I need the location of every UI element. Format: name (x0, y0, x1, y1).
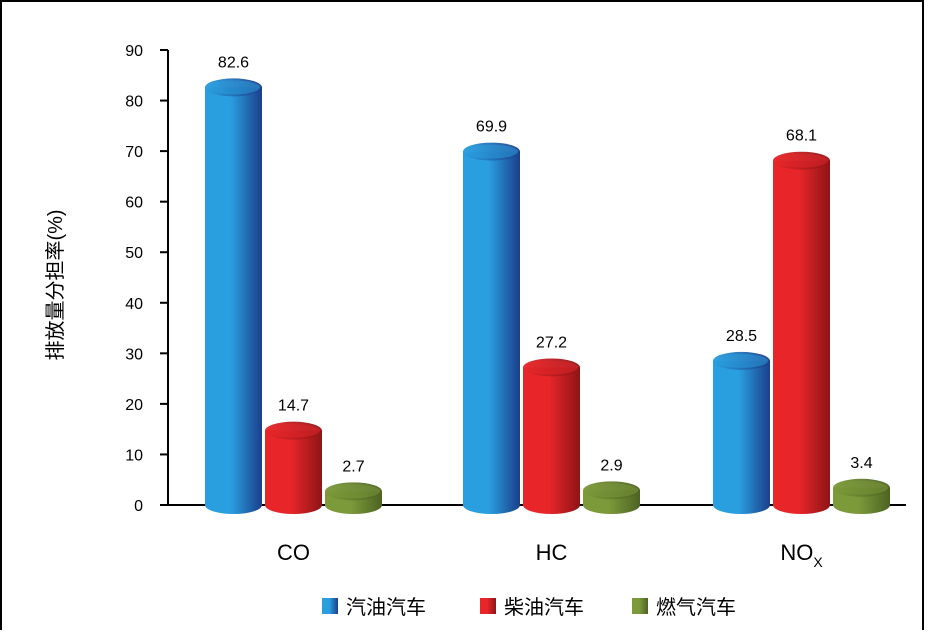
data-label: 82.6 (218, 54, 249, 71)
legend-label: 燃气汽车 (656, 596, 736, 619)
data-label: 3.4 (850, 455, 872, 472)
category-label: HC (536, 540, 568, 565)
legend-swatch (480, 598, 496, 614)
y-tick-label: 0 (134, 498, 143, 515)
bar (205, 78, 262, 515)
data-label: 28.5 (726, 328, 757, 345)
y-tick-label: 40 (125, 296, 143, 313)
bar (713, 351, 770, 514)
legend-item: 汽油汽车 (322, 596, 426, 619)
category-label: CO (277, 540, 310, 565)
y-tick-label: 90 (125, 43, 143, 60)
legend-item: 燃气汽车 (632, 596, 736, 619)
y-tick-label: 20 (125, 397, 143, 414)
bar (833, 478, 890, 514)
legend-item: 柴油汽车 (480, 596, 584, 619)
data-label: 68.1 (786, 128, 817, 145)
data-label: 14.7 (278, 398, 309, 415)
data-label: 2.7 (342, 458, 364, 475)
data-label: 69.9 (476, 119, 507, 136)
y-tick-label: 10 (125, 447, 143, 464)
y-tick-label: 30 (125, 346, 143, 363)
data-label: 27.2 (536, 334, 567, 351)
bar (773, 151, 830, 514)
bar (463, 142, 520, 514)
bar (583, 481, 640, 514)
y-tick-label: 50 (125, 245, 143, 262)
legend-label: 柴油汽车 (504, 596, 584, 619)
y-tick-label: 60 (125, 195, 143, 212)
bar (325, 482, 382, 514)
legend-swatch (322, 598, 338, 614)
data-label: 2.9 (600, 457, 622, 474)
y-tick-label: 80 (125, 94, 143, 111)
bar (265, 421, 322, 514)
legend: 汽油汽车 柴油汽车 燃气汽车 (322, 596, 736, 619)
y-axis-label: 排放量分担率(%) (44, 209, 67, 360)
bars (205, 78, 890, 515)
bar (523, 358, 580, 514)
y-tick-label: 70 (125, 144, 143, 161)
value-labels: 82.6 14.7 2.7 69.9 27.2 2.9 28.5 68.1 3.4 (218, 54, 873, 475)
legend-label: 汽油汽车 (346, 596, 426, 619)
legend-swatch (632, 598, 648, 614)
category-label: NOX (780, 540, 823, 570)
category-labels: CO HC NOX (277, 540, 823, 570)
